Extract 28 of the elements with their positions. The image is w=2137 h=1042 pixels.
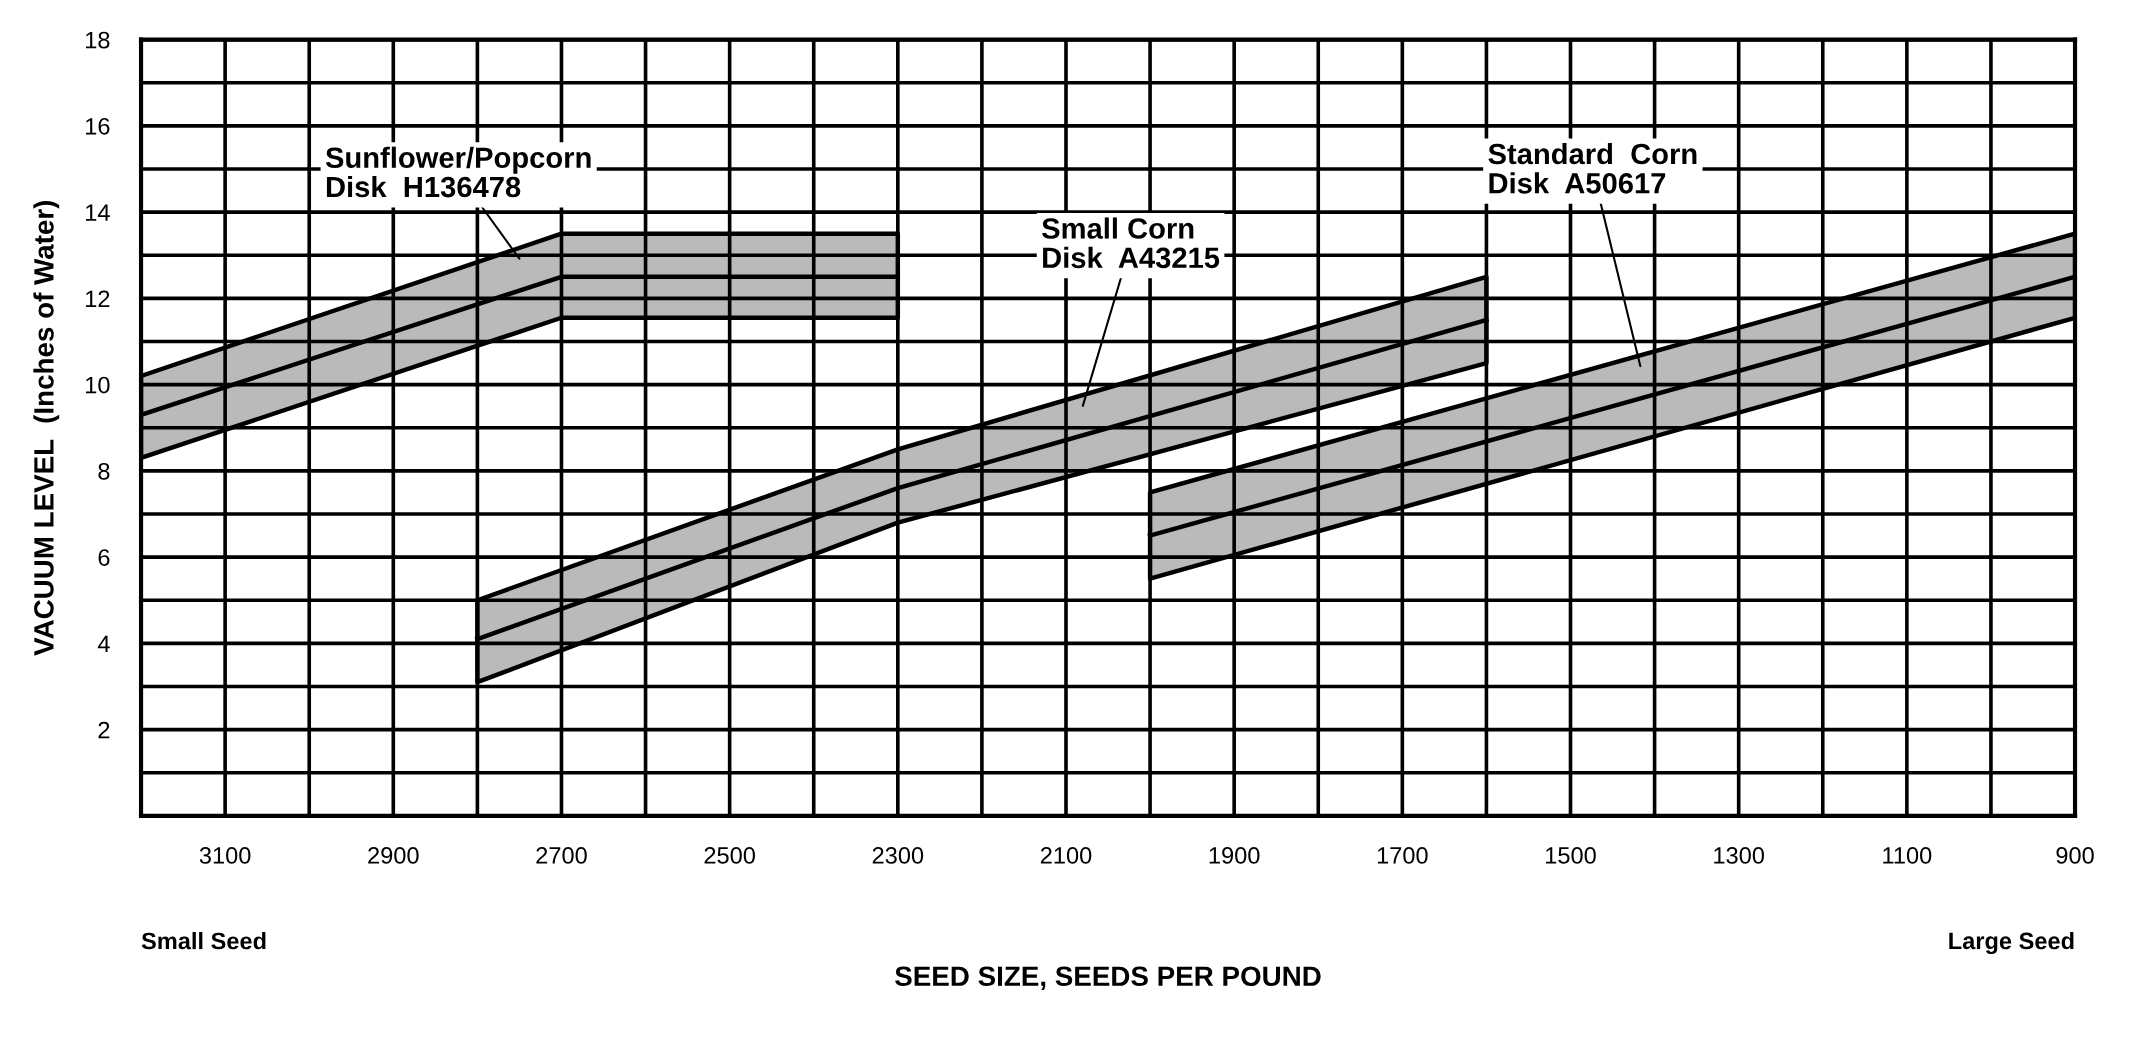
text: Sunflower/Popcorn Disk H136478 xyxy=(325,146,591,198)
x-tick-label: 1500 xyxy=(1546,847,1596,864)
x-axis-title: SEED SIZE, SEEDS PER POUND xyxy=(895,966,1321,991)
x-tick-label: 2100 xyxy=(1040,847,1092,864)
y-tick-label: 18 xyxy=(86,31,110,49)
y-axis-title: VACUUM LEVEL (Inches of Water) xyxy=(33,200,60,656)
text: Large Seed xyxy=(1949,931,2074,955)
x-tick-label: 1900 xyxy=(1209,847,1260,864)
x-tick-label: 2900 xyxy=(368,847,419,864)
y-tick-label: 2 xyxy=(98,721,110,739)
x-tick-label: 2500 xyxy=(704,847,755,864)
y-tick-label: 4 xyxy=(97,635,110,652)
x-tick-label: 2700 xyxy=(536,847,587,864)
text: Standard Corn Disk A50617 xyxy=(1488,142,1697,194)
x-tick-label: 2300 xyxy=(872,847,924,864)
x-tick-label: 900 xyxy=(2056,847,2094,864)
y-tick-label: 14 xyxy=(86,204,110,221)
x-tick-label: 3100 xyxy=(199,847,251,864)
text: Small Corn Disk A43215 xyxy=(1041,217,1220,269)
y-tick-label: 10 xyxy=(86,376,110,394)
text: Small Seed xyxy=(141,932,266,950)
x-tick-label: 1700 xyxy=(1377,847,1428,864)
y-tick-label: 16 xyxy=(86,117,110,135)
y-tick-label: 6 xyxy=(98,549,110,566)
y-tick-label: 8 xyxy=(98,462,110,480)
y-tick-label: 12 xyxy=(86,290,110,307)
x-tick-label: 1100 xyxy=(1883,847,1932,864)
x-tick-label: 1300 xyxy=(1714,847,1765,864)
